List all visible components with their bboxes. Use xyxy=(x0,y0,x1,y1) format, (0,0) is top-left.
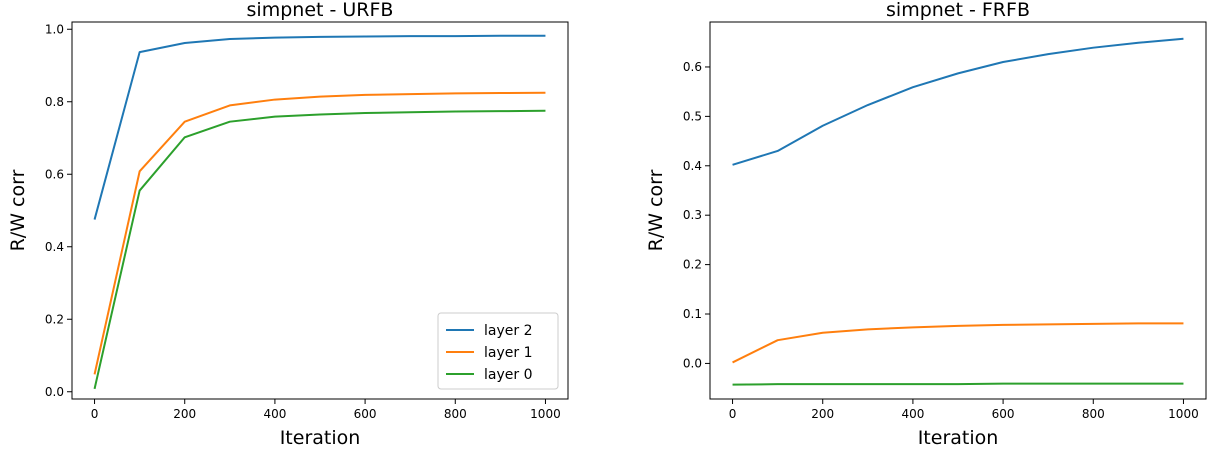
y-tick-label: 0.8 xyxy=(45,95,64,109)
series-line-2 xyxy=(93,109,546,390)
x-tick-label: 800 xyxy=(1082,407,1105,421)
chart-panel-0: 0 200 400 600 800 1000 0.0 0.2 0.4 0.6 0.8 1.0 simpn… xyxy=(7,0,569,449)
chart-title: simpnet - FRFB xyxy=(886,0,1030,21)
x-tick-label: 1000 xyxy=(1168,407,1199,421)
x-axis-label: Iteration xyxy=(918,427,999,449)
y-tick-label: 0.4 xyxy=(683,159,702,173)
y-axis-label: R/W corr xyxy=(645,169,667,251)
legend-entry-1: layer 1 xyxy=(484,345,532,361)
legend-entry-2: layer 0 xyxy=(484,367,532,383)
y-tick-label: 0.5 xyxy=(683,109,702,123)
y-tick-label: 0.1 xyxy=(683,307,702,321)
y-axis-label: R/W corr xyxy=(7,169,29,251)
legend: layer 2 layer 1 layer 0 xyxy=(437,312,559,390)
y-tick-label: 0.0 xyxy=(45,385,64,399)
x-axis-label: Iteration xyxy=(280,427,361,449)
y-tick-label: 0.6 xyxy=(45,167,64,181)
x-tick-label: 600 xyxy=(354,407,377,421)
x-tick-label: 800 xyxy=(444,407,467,421)
x-tick-label: 0 xyxy=(729,407,737,421)
y-tick-label: 0.2 xyxy=(45,312,64,326)
series-line-0 xyxy=(93,34,546,220)
legend-entry-0: layer 2 xyxy=(484,323,532,339)
y-tick-label: 0.6 xyxy=(683,60,702,74)
series-line-2 xyxy=(732,382,1184,386)
series-line-1 xyxy=(732,322,1184,364)
x-tick-label: 200 xyxy=(173,407,196,421)
y-tick-label: 0.4 xyxy=(45,240,64,254)
x-tick-label: 400 xyxy=(263,407,286,421)
axes-frame xyxy=(709,21,1207,400)
y-tick-label: 0.0 xyxy=(683,356,702,370)
y-tick-label: 0.2 xyxy=(683,258,702,272)
y-tick-label: 0.3 xyxy=(683,208,702,222)
x-tick-label: 1000 xyxy=(530,407,561,421)
y-tick-label: 1.0 xyxy=(45,22,64,36)
axes-frame xyxy=(71,21,569,400)
chart-panel-1: 0 200 400 600 800 1000 0.0 0.1 0.2 0.3 0.4 0.5 0.6 si… xyxy=(645,0,1207,449)
x-tick-label: 0 xyxy=(91,407,99,421)
x-tick-label: 600 xyxy=(992,407,1015,421)
series-line-1 xyxy=(93,91,546,375)
chart-title: simpnet - URFB xyxy=(247,0,394,21)
legend-box xyxy=(437,312,559,390)
series-line-0 xyxy=(732,37,1184,166)
x-tick-label: 400 xyxy=(901,407,924,421)
x-tick-label: 200 xyxy=(811,407,834,421)
